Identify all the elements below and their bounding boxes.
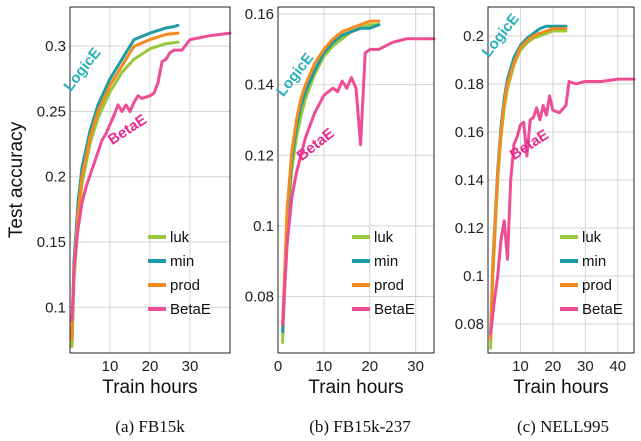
x-tick-label: 20 bbox=[142, 358, 159, 375]
y-tick-label: 0.16 bbox=[245, 6, 274, 23]
series-line-betae bbox=[489, 77, 636, 336]
legend-label-prod: prod bbox=[170, 277, 200, 294]
y-tick-label: 0.15 bbox=[37, 234, 66, 251]
series-line-prod bbox=[489, 27, 568, 341]
y-tick-label: 0.25 bbox=[37, 103, 66, 120]
panel-caption: (a) FB15k bbox=[115, 417, 185, 436]
panel-nell995: 10 20 30 40 0.08 0.1 0.12 0.14 0.16 0.18 0.2 Train … bbox=[455, 6, 636, 436]
y-tick-label: 0.1 bbox=[45, 299, 66, 316]
y-tick-label: 0.2 bbox=[463, 28, 484, 45]
y-tick-label: 0.12 bbox=[245, 147, 274, 164]
y-axis-label: Test accuracy bbox=[6, 121, 27, 238]
annotation-betae: BetaE bbox=[294, 125, 338, 165]
series-line-luk bbox=[489, 29, 568, 350]
series-line-betae bbox=[281, 37, 436, 327]
series-line-prod bbox=[281, 19, 381, 327]
x-axis-label: Train hours bbox=[308, 377, 403, 398]
y-tick-label: 0.14 bbox=[455, 172, 484, 189]
legend-label-min: min bbox=[170, 253, 194, 270]
x-tick-label: 30 bbox=[407, 358, 424, 375]
y-tick-label: 0.1 bbox=[463, 268, 484, 285]
panel-caption: (b) FB15k-237 bbox=[309, 417, 411, 436]
y-tick-label: 0.14 bbox=[245, 77, 274, 94]
y-tick-label: 0.2 bbox=[45, 169, 66, 186]
legend-label-luk: luk bbox=[374, 229, 394, 246]
x-tick-label: 10 bbox=[512, 358, 529, 375]
y-tick-label: 0.08 bbox=[455, 316, 484, 333]
legend-label-luk: luk bbox=[170, 229, 190, 246]
legend-label-betae: BetaE bbox=[582, 301, 623, 318]
x-tick-label: 20 bbox=[361, 358, 378, 375]
y-tick-label: 0.16 bbox=[455, 124, 484, 141]
y-tick-label: 0.3 bbox=[45, 38, 66, 55]
x-tick-label: 10 bbox=[102, 358, 119, 375]
annotation-logice: LogicE bbox=[60, 45, 104, 95]
x-axis-label: Train hours bbox=[513, 377, 608, 398]
x-tick-label: 0 bbox=[274, 358, 282, 375]
plot-frame bbox=[487, 6, 635, 354]
x-tick-label: 10 bbox=[316, 358, 333, 375]
x-tick-label: 30 bbox=[182, 358, 199, 375]
y-tick-label: 0.08 bbox=[245, 289, 274, 306]
legend-label-prod: prod bbox=[582, 277, 612, 294]
plot-frame bbox=[69, 6, 231, 354]
panel-fb15k: 10 20 30 0.1 0.15 0.2 0.25 0.3 Train hours Test a… bbox=[6, 6, 232, 436]
legend-label-betae: BetaE bbox=[170, 301, 211, 318]
legend-label-betae: BetaE bbox=[374, 301, 415, 318]
legend-label-luk: luk bbox=[582, 229, 602, 246]
y-tick-label: 0.12 bbox=[455, 220, 484, 237]
panel-caption: (c) NELL995 bbox=[517, 417, 609, 436]
x-axis-label: Train hours bbox=[102, 377, 197, 398]
x-tick-label: 20 bbox=[545, 358, 562, 375]
y-tick-label: 0.18 bbox=[455, 76, 484, 93]
plot-frame bbox=[277, 6, 435, 354]
y-tick-label: 0.1 bbox=[253, 218, 274, 235]
series-line-luk bbox=[70, 40, 180, 348]
x-tick-label: 40 bbox=[609, 358, 626, 375]
x-tick-label: 30 bbox=[577, 358, 594, 375]
series-line-betae bbox=[70, 31, 232, 322]
legend-label-prod: prod bbox=[374, 277, 404, 294]
legend-label-min: min bbox=[582, 253, 606, 270]
series-line-prod bbox=[70, 31, 180, 342]
legend-label-min: min bbox=[374, 253, 398, 270]
